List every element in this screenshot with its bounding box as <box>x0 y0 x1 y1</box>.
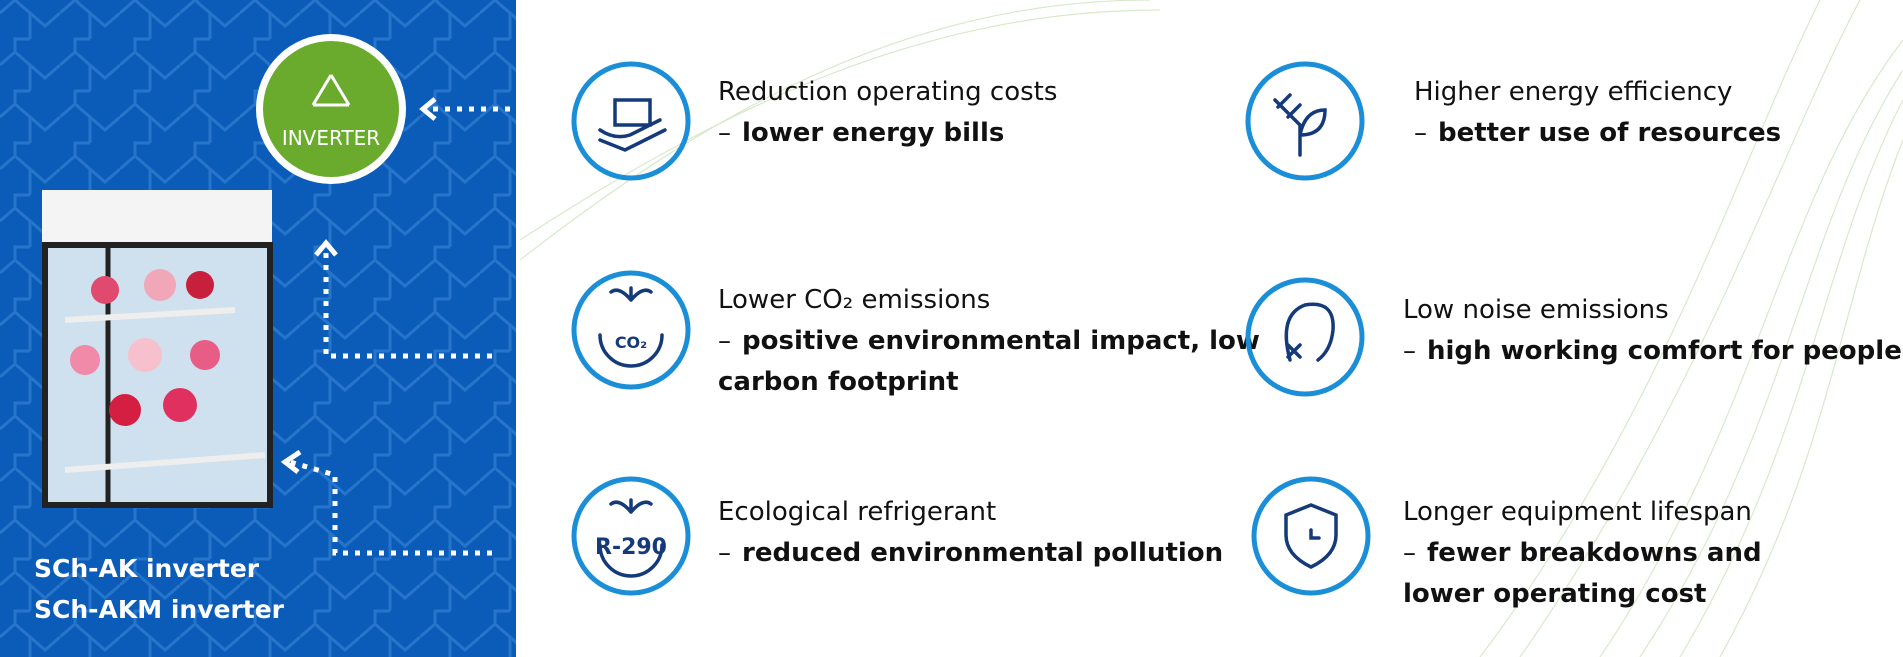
feature-detail: better use of resources <box>1438 118 1781 148</box>
feature-dash: – <box>718 118 731 148</box>
feature-icon <box>598 286 664 368</box>
feature-icon-ring <box>571 476 691 596</box>
feature-dash: – <box>1414 118 1427 148</box>
feature-detail: fewer breakdowns and <box>1427 538 1762 568</box>
icon-label: CO₂ <box>615 333 647 352</box>
feature-icon-ring <box>571 61 691 181</box>
arrows <box>289 106 510 556</box>
model: SCh-AK inverter <box>34 554 260 583</box>
badge <box>263 41 399 177</box>
waves <box>519 0 1903 657</box>
feature-icon-ring <box>1251 476 1371 596</box>
icon-label: R-290 <box>595 535 667 560</box>
feature-title: Lower CO₂ emissions <box>718 285 990 315</box>
feature-detail: high working comfort for people <box>1427 336 1902 366</box>
badge-label: INVERTER <box>282 126 380 150</box>
feature-detail: lower operating cost <box>1403 579 1706 609</box>
feature-icon-ring <box>1245 61 1365 181</box>
feature-dash: – <box>718 538 731 568</box>
feature-title: Reduction operating costs <box>718 77 1057 107</box>
feature-detail: lower energy bills <box>742 118 1004 148</box>
model: SCh-AKM inverter <box>34 595 285 624</box>
feature-icon <box>1284 503 1338 569</box>
badge-icon <box>311 74 351 107</box>
feature-dash: – <box>1403 538 1416 568</box>
feature-icon <box>598 498 664 578</box>
arrow-heads <box>280 97 437 474</box>
feature-detail: positive environmental impact, low <box>742 326 1260 356</box>
feature-icon <box>1273 93 1327 157</box>
feature-icon <box>1284 302 1335 362</box>
feature-title: Low noise emissions <box>1403 295 1669 325</box>
feature-detail: reduced environmental pollution <box>742 538 1223 568</box>
fridge <box>42 190 273 508</box>
feature-icon-ring <box>1245 277 1365 397</box>
feature-icon-ring <box>571 270 691 390</box>
feature-detail: carbon footprint <box>718 367 959 397</box>
feature-title: Higher energy efficiency <box>1414 77 1732 107</box>
feature-title: Ecological refrigerant <box>718 497 996 527</box>
feature-icon <box>598 98 667 152</box>
feature-title: Longer equipment lifespan <box>1403 497 1752 527</box>
feature-dash: – <box>718 326 731 356</box>
feature-dash: – <box>1403 336 1416 366</box>
